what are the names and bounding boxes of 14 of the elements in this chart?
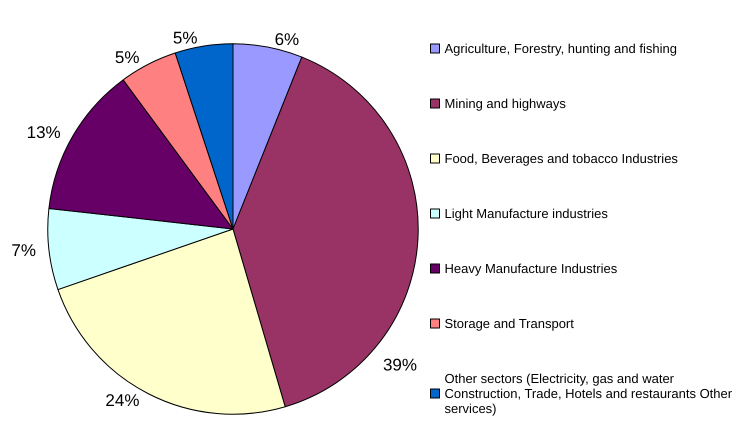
- legend-label: Food, Beverages and tobacco Industries: [444, 151, 678, 166]
- data-label: 5%: [172, 28, 198, 48]
- data-label: 7%: [11, 240, 36, 260]
- data-label: 5%: [114, 48, 140, 67]
- legend-label: Storage and Transport: [444, 316, 574, 331]
- data-label: 13%: [26, 122, 61, 142]
- legend-label: Mining and highways: [444, 96, 566, 111]
- data-label: 24%: [105, 391, 140, 410]
- legend-label: Light Manufacture industries: [444, 206, 608, 221]
- legend-label: Agriculture, Forestry, hunting and fishing: [444, 41, 677, 56]
- legend-label: Other sectors (Electricity, gas and water Construction, Trade, Hotels and restaurants Other services): [444, 371, 736, 416]
- data-label: 6%: [274, 30, 300, 49]
- data-label: 39%: [382, 355, 417, 374]
- legend-label: Heavy Manufacture Industries: [444, 261, 618, 276]
